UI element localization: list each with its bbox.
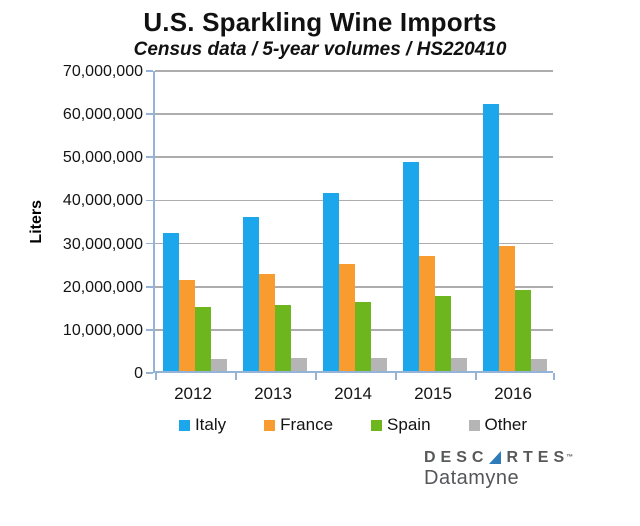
legend-swatch-icon <box>468 419 480 431</box>
legend-swatch-icon <box>371 419 383 431</box>
legend-item-italy: Italy <box>178 415 227 435</box>
bar-group-2014 <box>315 71 395 371</box>
bar-france-2016 <box>499 245 515 371</box>
legend-label: Spain <box>387 415 431 434</box>
legend-label: Other <box>484 415 528 434</box>
descartes-datamyne-logo: DESC RTES ™ Datamyne <box>424 450 573 490</box>
x-tick-mark <box>315 373 317 380</box>
y-tick-label: 70,000,000 <box>62 63 143 80</box>
legend-label: France <box>280 415 334 434</box>
legend-item-france: France <box>264 415 333 435</box>
y-axis-tick-labels: 0 10,000,000 20,000,000 30,000,000 40,000,00… <box>0 63 143 382</box>
x-axis-labels: 2012 2013 2014 2015 2016 <box>153 384 553 404</box>
logo-wordmark: DESC RTES ™ <box>424 449 574 466</box>
logo-trademark: ™ <box>566 454 574 461</box>
bar-spain-2014 <box>355 301 371 371</box>
bar-other-2016 <box>531 358 547 371</box>
gridline <box>155 199 553 202</box>
bar-france-2015 <box>419 255 435 371</box>
legend-item-other: Other <box>468 415 528 435</box>
x-tick-label: 2016 <box>494 384 532 403</box>
bar-france-2012 <box>179 280 195 371</box>
bar-spain-2012 <box>195 306 211 371</box>
bar-other-2013 <box>291 358 307 371</box>
chart-title: U.S. Sparkling Wine Imports <box>143 7 497 37</box>
bar-group-2015 <box>395 71 475 371</box>
bar-group-2013 <box>235 71 315 371</box>
y-tick-mark <box>146 199 153 202</box>
x-tick-mark <box>155 373 157 380</box>
legend-swatch-icon <box>264 419 276 431</box>
y-tick-mark <box>146 156 153 159</box>
legend: Italy France Spain Other <box>153 415 553 435</box>
x-tick-label: 2014 <box>334 384 372 403</box>
legend-swatch-icon <box>178 419 190 431</box>
y-tick-label: 60,000,000 <box>62 106 143 124</box>
y-tick-mark <box>146 372 153 374</box>
gridline <box>155 156 553 159</box>
gridline <box>155 113 553 115</box>
y-tick-label: 10,000,000 <box>62 321 143 339</box>
logo-text-rtes: RTES <box>506 449 570 466</box>
y-tick-label: 0 <box>134 365 143 382</box>
legend-label: Italy <box>194 415 227 434</box>
y-tick-mark <box>146 329 153 331</box>
bar-group-2016 <box>475 71 555 371</box>
y-tick-label: 30,000,000 <box>62 235 143 253</box>
bar-other-2015 <box>451 358 467 371</box>
bar-italy-2013 <box>243 216 259 371</box>
x-tick-label: 2013 <box>254 384 292 403</box>
bar-other-2012 <box>211 358 227 371</box>
chart-subtitle: Census data / 5-year volumes / HS220410 <box>133 39 507 60</box>
bar-france-2014 <box>339 264 355 371</box>
x-tick-mark <box>235 373 237 380</box>
legend-item-spain: Spain <box>371 415 431 435</box>
x-tick-label: 2015 <box>414 384 452 403</box>
bar-france-2013 <box>259 273 275 371</box>
bar-italy-2012 <box>163 232 179 371</box>
y-tick-label: 20,000,000 <box>62 278 143 296</box>
bar-italy-2014 <box>323 193 339 371</box>
bar-italy-2016 <box>483 103 499 371</box>
gridline <box>155 70 553 72</box>
gridline <box>155 242 553 245</box>
bar-italy-2015 <box>403 161 419 371</box>
y-tick-label: 50,000,000 <box>62 149 143 167</box>
bar-spain-2013 <box>275 305 291 371</box>
x-tick-label: 2012 <box>174 384 212 403</box>
bar-spain-2015 <box>435 295 451 371</box>
logo-product-name: Datamyne <box>424 467 520 489</box>
x-tick-mark <box>475 373 477 380</box>
logo-triangle-icon <box>489 451 502 464</box>
y-tick-mark <box>146 285 153 288</box>
x-tick-mark <box>395 373 397 380</box>
bar-group-2012 <box>155 71 235 371</box>
bar-spain-2016 <box>515 289 531 371</box>
plot-area <box>146 70 555 380</box>
y-tick-label: 40,000,000 <box>62 192 143 210</box>
bar-other-2014 <box>371 358 387 371</box>
y-tick-mark <box>146 70 153 72</box>
y-tick-mark <box>146 242 153 245</box>
y-tick-mark <box>146 113 153 115</box>
logo-text-desc: DESC <box>424 449 489 466</box>
x-tick-mark <box>553 373 555 380</box>
